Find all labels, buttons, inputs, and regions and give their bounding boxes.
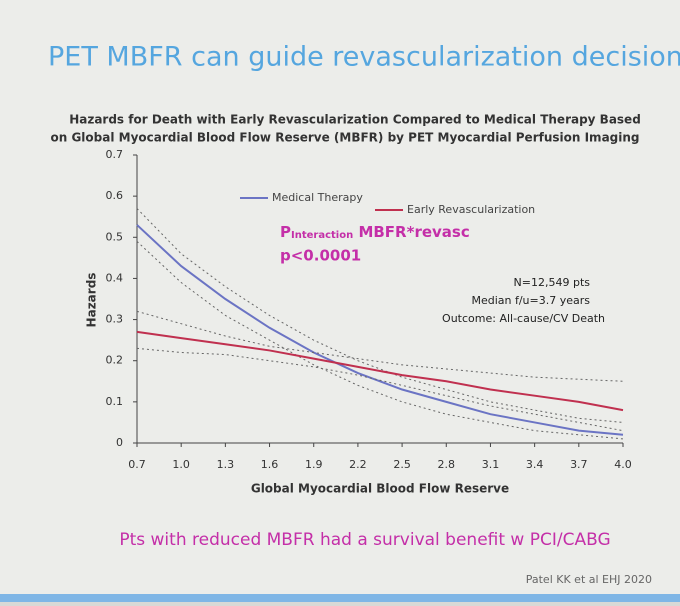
y-tick-label: 0.7 xyxy=(106,148,124,161)
x-tick-label: 1.0 xyxy=(172,458,190,471)
y-tick-label: 0.5 xyxy=(106,230,124,243)
x-tick-label: 3.7 xyxy=(570,458,588,471)
citation: Patel KK et al EHJ 2020 xyxy=(526,573,652,586)
annotation: Interaction xyxy=(291,230,353,241)
annotation: p<0.0001 xyxy=(280,247,361,265)
confidence-bound xyxy=(136,208,624,423)
x-tick-label: 2.2 xyxy=(349,458,367,471)
y-axis-label: Hazards xyxy=(85,273,99,328)
x-tick-label: 2.8 xyxy=(438,458,456,471)
series-line xyxy=(136,330,624,412)
annotation: N=12,549 pts xyxy=(514,276,591,289)
slide-title: PET MBFR can guide revascularization dec… xyxy=(48,42,680,73)
annotation: Median f/u=3.7 years xyxy=(471,294,590,307)
y-tick-label: 0.2 xyxy=(106,354,124,367)
annotation: MBFR*revasc xyxy=(353,223,470,241)
x-tick-label: 1.3 xyxy=(217,458,235,471)
x-tick-label: 3.4 xyxy=(526,458,544,471)
x-tick-label: 1.9 xyxy=(305,458,323,471)
annotation: P xyxy=(280,223,291,241)
y-tick-label: 0 xyxy=(116,436,123,449)
chart-title: Hazards for Death with Early Revasculari… xyxy=(69,113,641,127)
annotation: PInteraction MBFR*revasc xyxy=(280,223,470,242)
x-tick-label: 2.5 xyxy=(393,458,411,471)
legend-label: Medical Therapy xyxy=(272,191,363,204)
chart-title: on Global Myocardial Blood Flow Reserve … xyxy=(50,131,639,145)
confidence-bound xyxy=(136,241,624,440)
x-axis-label: Global Myocardial Blood Flow Reserve xyxy=(251,482,509,496)
y-tick-label: 0.1 xyxy=(106,395,124,408)
slide-bottom-band xyxy=(0,594,680,602)
series-line xyxy=(136,224,624,436)
x-tick-label: 1.6 xyxy=(261,458,279,471)
slide-footer: Pts with reduced MBFR had a survival ben… xyxy=(119,530,610,550)
x-tick-label: 3.1 xyxy=(482,458,500,471)
legend-label: Early Revascularization xyxy=(407,203,535,216)
confidence-bound xyxy=(136,310,624,382)
y-tick-label: 0.3 xyxy=(106,313,124,326)
y-tick-label: 0.6 xyxy=(106,189,124,202)
confidence-bound xyxy=(136,347,624,432)
annotation: Outcome: All-cause/CV Death xyxy=(442,312,605,325)
x-tick-label: 4.0 xyxy=(614,458,632,471)
x-tick-label: 0.7 xyxy=(128,458,146,471)
y-tick-label: 0.4 xyxy=(106,271,124,284)
